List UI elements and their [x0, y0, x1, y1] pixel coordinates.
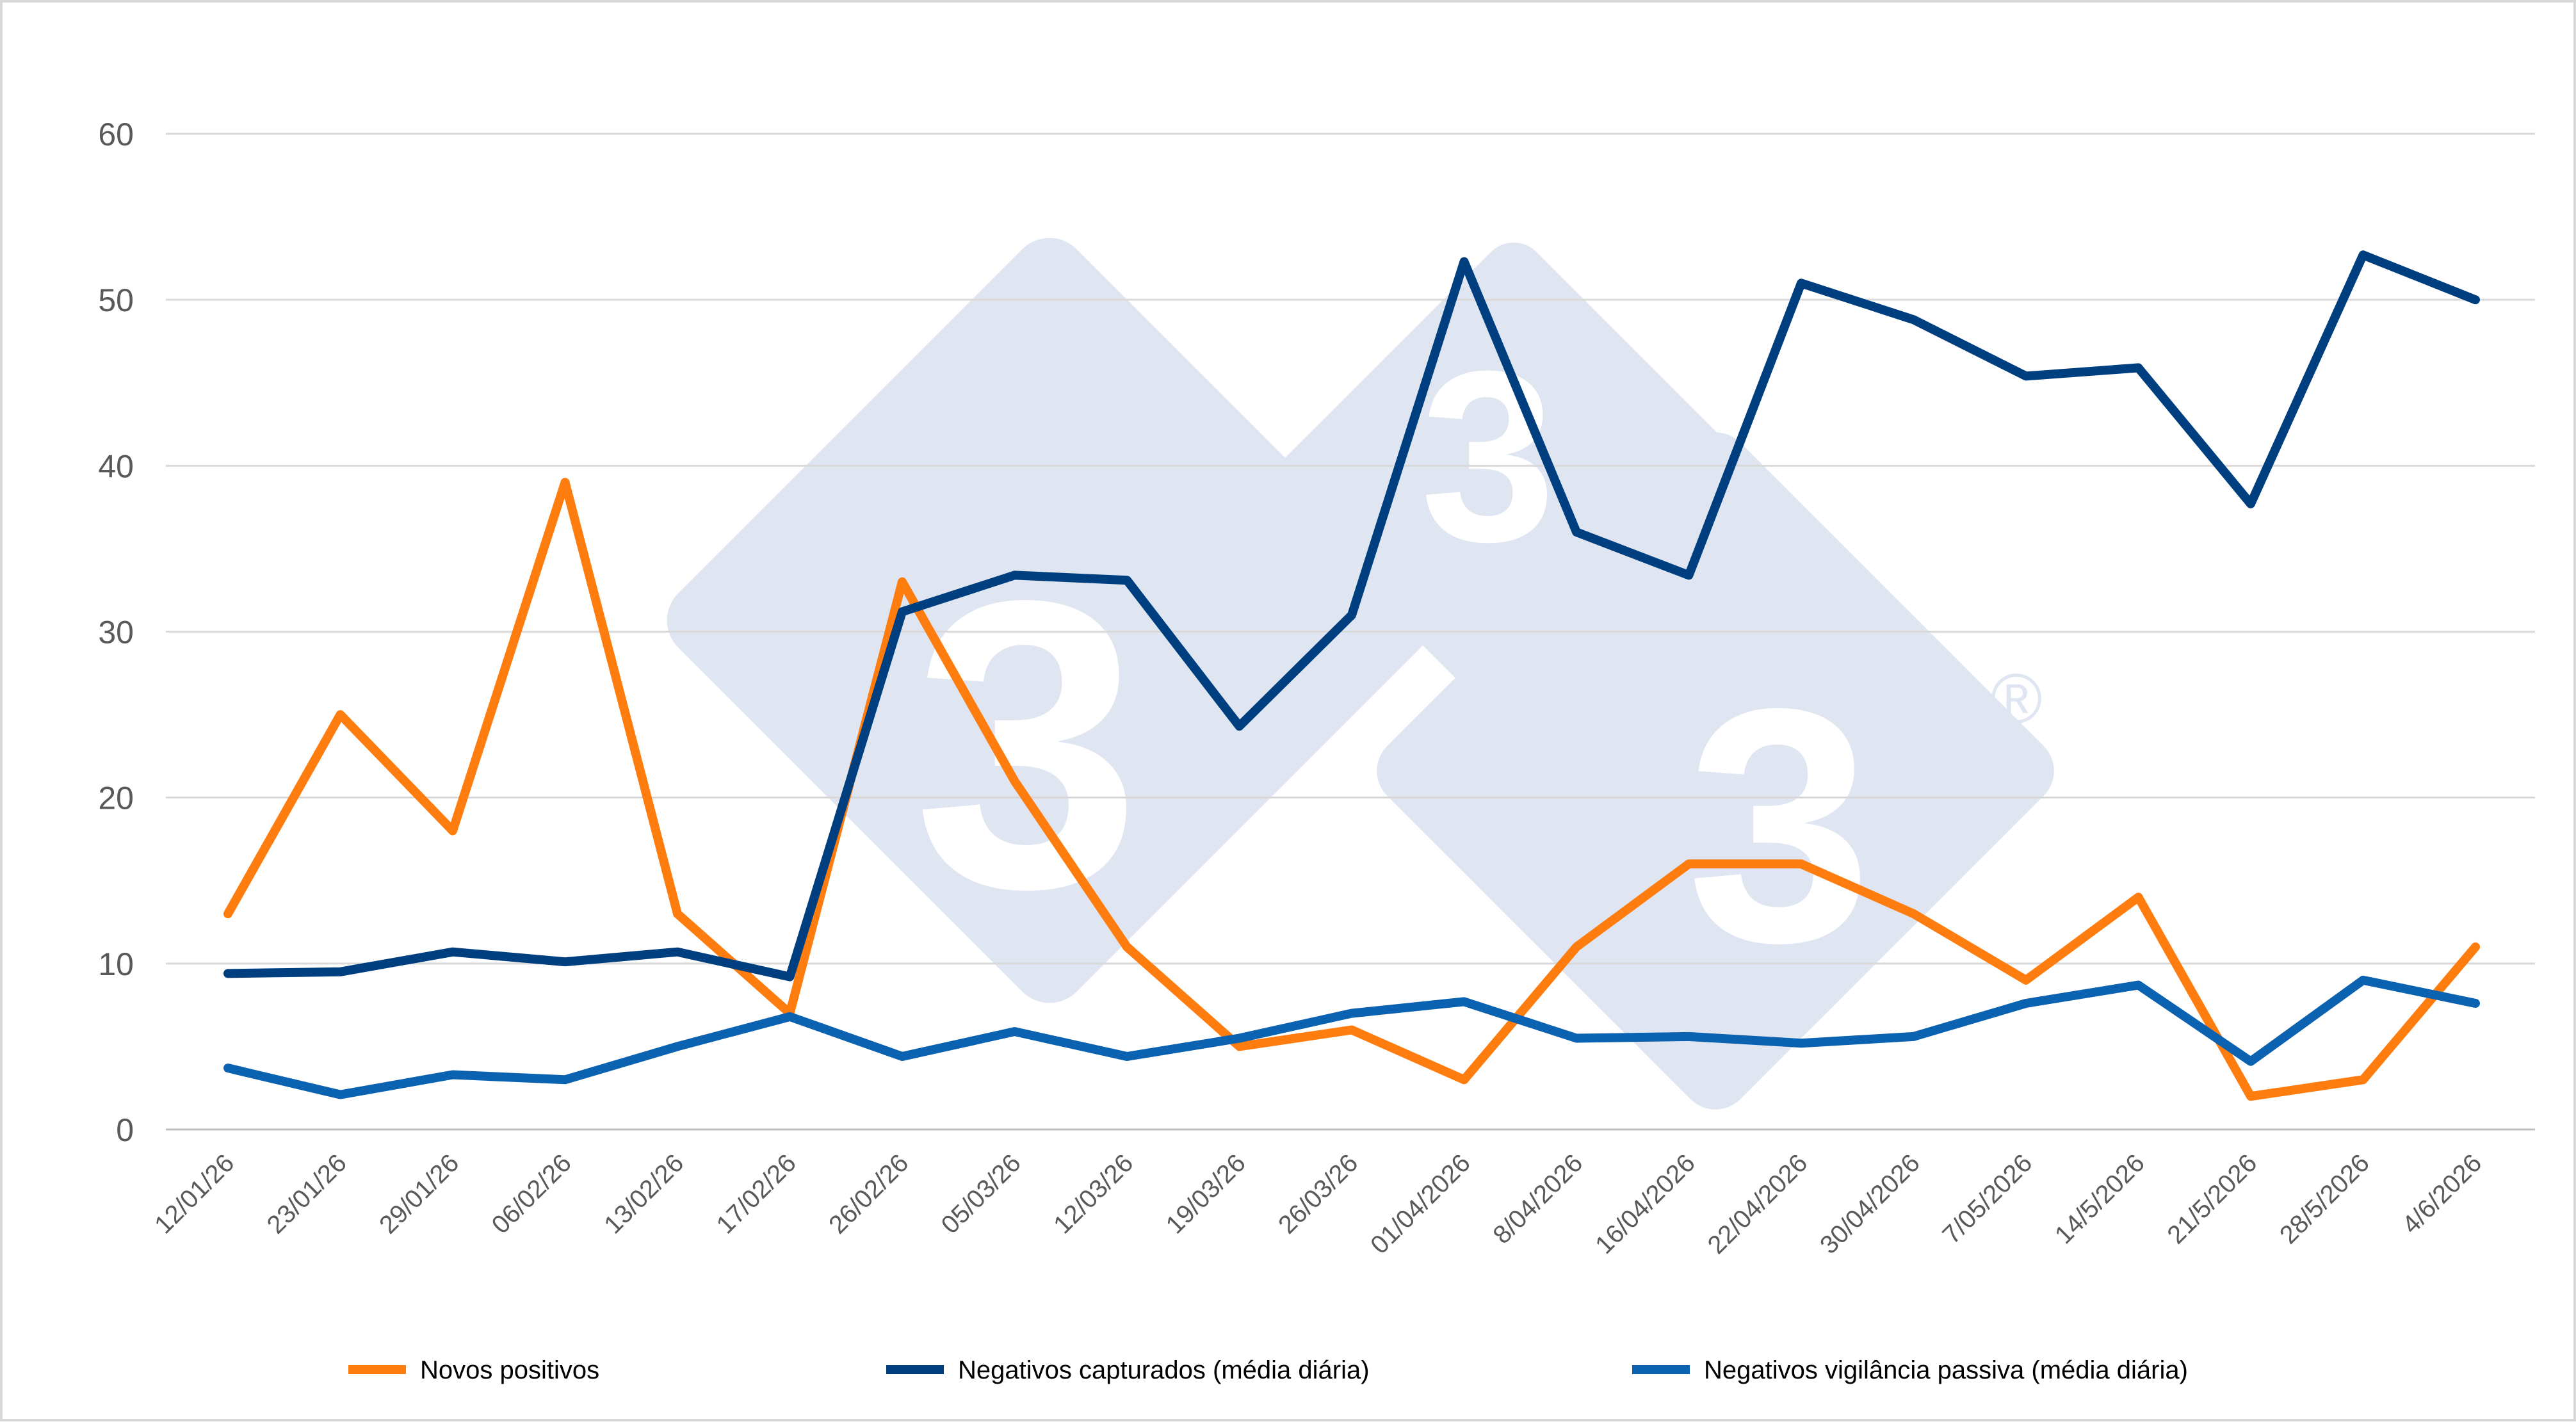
- watermark-registered: ®: [1990, 659, 2042, 738]
- x-tick-label: 21/5/2026: [2162, 1149, 2262, 1249]
- series-line-1: [223, 478, 2480, 1101]
- line-chart: 3 3 3 ® 0 10 20 30 40 50 60 12/01/26 23/01/26 29/…: [98, 117, 2535, 1384]
- x-tick-label: 01/04/2026: [1365, 1149, 1476, 1259]
- y-tick-label: 0: [116, 1112, 134, 1148]
- y-tick-label: 50: [98, 282, 134, 318]
- x-tick-label: 26/02/26: [823, 1149, 914, 1239]
- x-tick-label: 12/01/26: [149, 1149, 239, 1239]
- x-tick-label: 16/04/2026: [1590, 1149, 1701, 1259]
- watermark-glyph-left: 3: [913, 515, 1141, 973]
- x-tick-label: 13/02/26: [599, 1149, 689, 1239]
- watermark-diamond-right: [1377, 432, 2054, 1110]
- y-tick-label: 40: [98, 448, 134, 484]
- x-tick-label: 19/03/26: [1161, 1149, 1251, 1239]
- y-tick-label: 10: [98, 946, 134, 982]
- y-tick-label: 20: [98, 781, 134, 816]
- x-tick-label: 12/03/26: [1048, 1149, 1138, 1239]
- watermark-glyph-right: 3: [1687, 640, 1872, 1012]
- x-tick-label: 26/03/26: [1273, 1149, 1363, 1239]
- x-tick-label: 28/5/2026: [2274, 1149, 2375, 1249]
- y-tick-label: 30: [98, 615, 134, 651]
- x-tick-label: 14/5/2026: [2050, 1149, 2150, 1249]
- legend-label-2: Negativos capturados (média diária): [958, 1356, 1370, 1384]
- x-tick-label: 23/01/26: [262, 1149, 352, 1239]
- x-tick-label: 06/02/26: [487, 1149, 577, 1239]
- legend-label-1: Novos positivos: [420, 1356, 599, 1384]
- x-tick-label: 7/05/2026: [1937, 1149, 2037, 1249]
- series-line-2: [223, 250, 2480, 982]
- series-line-3: [223, 975, 2480, 1099]
- y-tick-label: 60: [98, 117, 134, 152]
- legend-label-3: Negativos vigilância passiva (média diár…: [1704, 1356, 2188, 1384]
- x-tick-label: 05/03/26: [936, 1149, 1026, 1239]
- x-tick-label: 4/6/2026: [2397, 1149, 2487, 1239]
- x-tick-label: 8/04/2026: [1487, 1149, 1588, 1249]
- x-tick-label: 30/04/2026: [1815, 1149, 1925, 1259]
- watermark-logo: 3 3 3 ®: [667, 238, 2054, 1110]
- watermark-glyph-top: 3: [1420, 320, 1555, 592]
- legend: Novos positivos Negativos capturados (méd…: [348, 1356, 2188, 1384]
- x-tick-label: 22/04/2026: [1703, 1149, 1813, 1259]
- series-lines: [223, 250, 2480, 1101]
- x-tick-label: 17/02/26: [711, 1149, 802, 1239]
- x-tick-label: 29/01/26: [374, 1149, 464, 1239]
- watermark-diamond-left: [667, 238, 1432, 1003]
